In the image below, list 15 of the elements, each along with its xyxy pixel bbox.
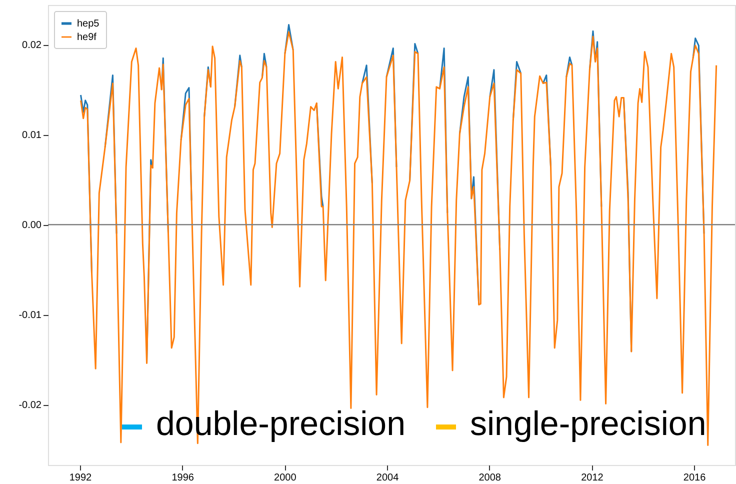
x-tick-label: 2012 bbox=[581, 472, 604, 484]
legend-label: he9f bbox=[77, 32, 97, 43]
x-tick-label: 2008 bbox=[478, 472, 502, 484]
x-tick-label: 2016 bbox=[683, 472, 706, 484]
legend-label: hep5 bbox=[77, 18, 100, 30]
y-tick-label: 0.02 bbox=[22, 40, 42, 52]
annotation: single-precision bbox=[470, 405, 706, 443]
x-tick-label: 1996 bbox=[172, 472, 194, 484]
y-tick-label: 0.00 bbox=[22, 220, 42, 232]
x-tick-label: 1992 bbox=[69, 472, 92, 484]
x-tick-label: 2000 bbox=[274, 472, 297, 484]
y-tick-label: 0.01 bbox=[22, 130, 42, 142]
x-tick-label: 2004 bbox=[376, 472, 400, 484]
y-tick-label: -0.02 bbox=[18, 400, 42, 412]
y-tick-label: -0.01 bbox=[18, 310, 42, 322]
